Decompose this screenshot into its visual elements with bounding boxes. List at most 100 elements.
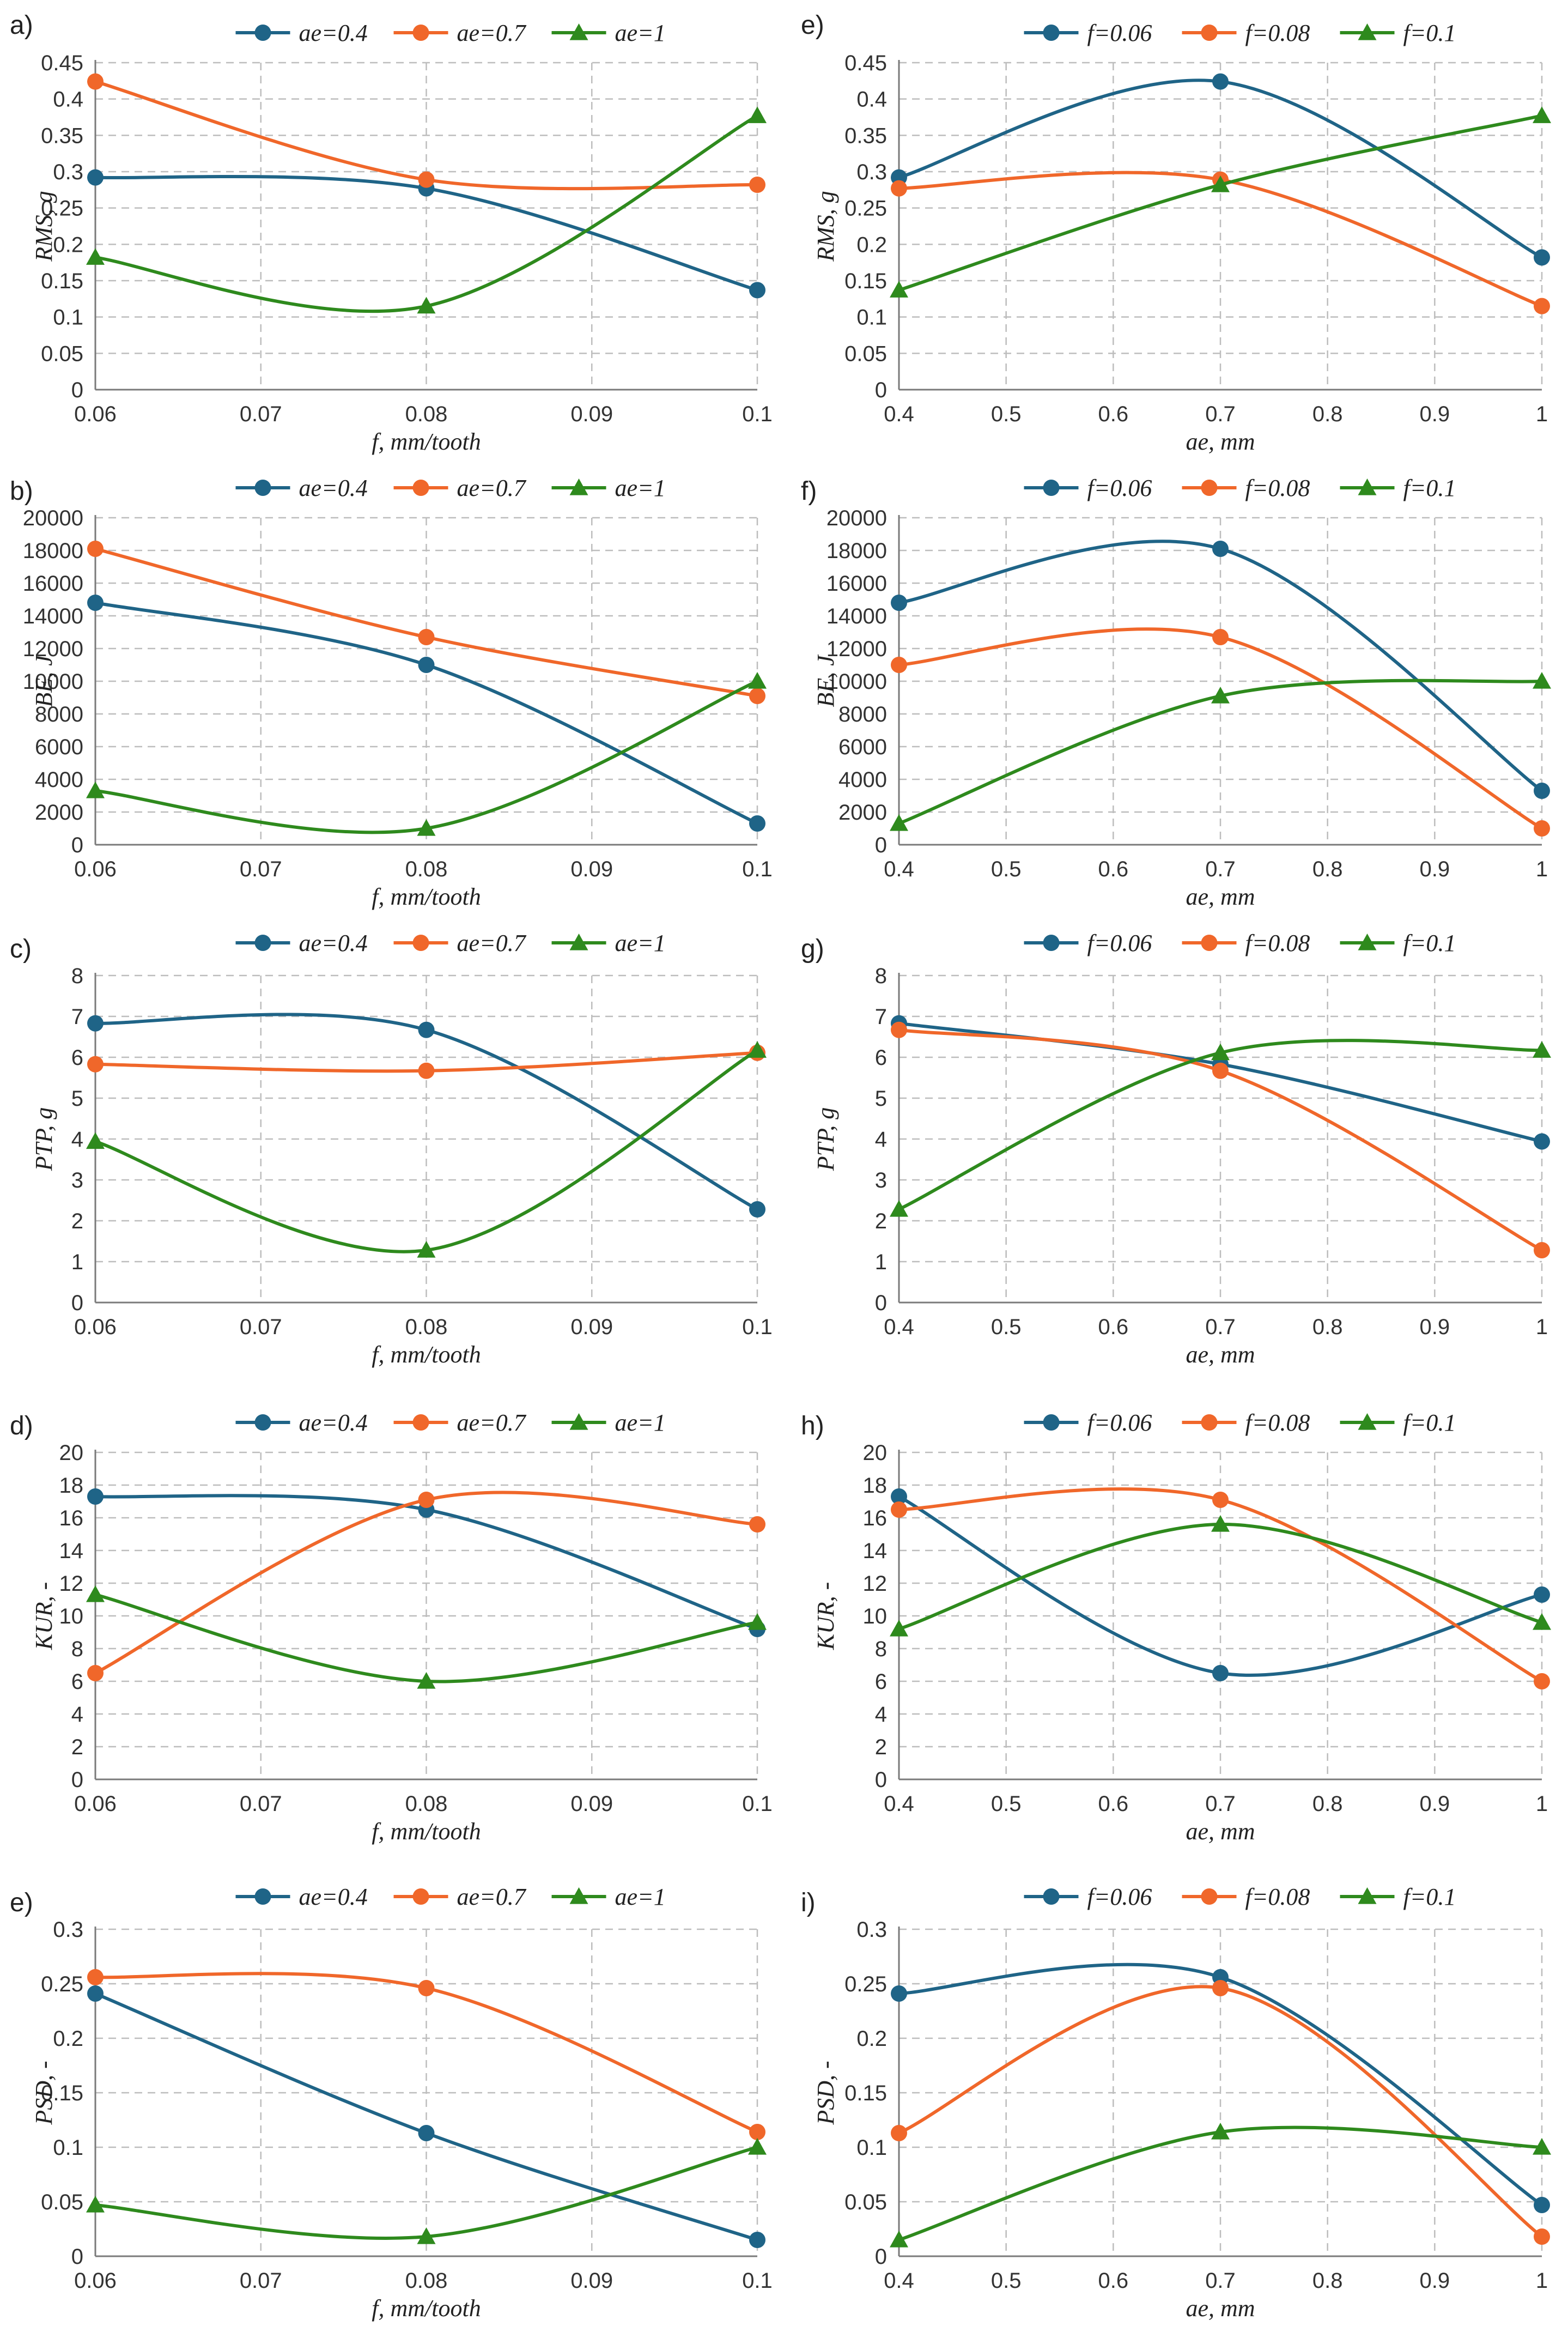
x-tick-label: 0.08 [405, 1315, 448, 1339]
y-tick-label: 0.2 [856, 233, 887, 257]
legend-label: f=0.06 [1087, 1409, 1152, 1436]
y-tick-label: 6 [875, 1046, 887, 1070]
x-tick-label: 1 [1536, 857, 1548, 881]
data-point-f=0.08 [891, 2125, 907, 2141]
legend: ae=0.4 ae=0.7 ae=1 [235, 1883, 666, 1910]
data-point-f=0.08 [1212, 1980, 1229, 1996]
x-tick-label: 0.1 [742, 1315, 773, 1339]
x-tick-label: 0.06 [74, 1792, 117, 1816]
y-tick-label: 8000 [838, 702, 887, 726]
y-tick-label: 0 [875, 2245, 887, 2269]
legend-marker-f=0.1 [1358, 23, 1377, 40]
data-point-f=0.08 [891, 1021, 907, 1038]
legend-marker-ae=0.4 [254, 480, 271, 496]
y-tick-label: 0.15 [41, 269, 83, 293]
y-axis-title: KUR, - [31, 1582, 57, 1651]
legend-label: ae=0.4 [299, 1409, 368, 1436]
data-point-f=0.08 [891, 1501, 907, 1518]
legend: f=0.06 f=0.08 f=0.1 [1024, 930, 1456, 956]
legend-marker-f=0.1 [1358, 1413, 1377, 1430]
x-tick-label: 0.9 [1420, 2269, 1450, 2293]
x-tick-label: 0.8 [1312, 2269, 1343, 2293]
data-point-f=0.06 [1534, 783, 1550, 799]
y-tick-label: 7 [875, 1005, 887, 1029]
data-point-f=0.06 [1534, 2197, 1550, 2213]
y-tick-label: 20000 [23, 506, 83, 530]
data-point-f=0.08 [891, 180, 907, 197]
legend-label: ae=0.4 [299, 930, 368, 956]
y-tick-label: 2 [71, 1735, 83, 1759]
legend-label: ae=1 [615, 1409, 666, 1436]
y-tick-label: 0.45 [844, 51, 887, 75]
legend-label: ae=0.7 [457, 930, 527, 956]
x-tick-label: 0.5 [991, 1792, 1022, 1816]
data-point-f=0.1 [1211, 687, 1230, 704]
data-point-ae=0.7 [418, 629, 435, 645]
chart-panel-b: b) 0 2000 4000 6000 8000 10000 12000 14000 16000 1… [10, 475, 773, 910]
data-point-f=0.1 [890, 1200, 908, 1217]
legend-label: ae=1 [615, 475, 666, 501]
y-tick-label: 12 [59, 1572, 84, 1596]
legend-label: ae=1 [615, 930, 666, 956]
panel-label: e) [801, 11, 824, 40]
legend-marker-ae=1 [569, 1887, 588, 1904]
data-point-f=0.1 [890, 281, 908, 298]
x-axis-title: f, mm/tooth [372, 2295, 481, 2322]
y-tick-label: 2 [875, 1735, 887, 1759]
legend-marker-f=0.1 [1358, 478, 1377, 495]
legend-label: ae=0.7 [457, 475, 527, 501]
y-tick-label: 0.05 [844, 342, 887, 366]
y-tick-label: 8 [71, 964, 83, 988]
y-tick-label: 4 [875, 1128, 887, 1152]
x-tick-label: 0.7 [1205, 1792, 1236, 1816]
legend-label: f=0.1 [1403, 930, 1456, 956]
data-point-ae=0.4 [749, 282, 765, 299]
y-tick-label: 18 [59, 1474, 84, 1498]
y-tick-label: 0 [875, 1768, 887, 1792]
legend-label: ae=0.7 [457, 20, 527, 46]
y-tick-label: 6000 [35, 735, 83, 759]
legend-marker-f=0.1 [1358, 1887, 1377, 1904]
y-tick-label: 0.15 [41, 2081, 83, 2105]
legend-marker-ae=1 [569, 1413, 588, 1430]
legend-marker-ae=1 [569, 478, 588, 495]
panel-label: b) [10, 477, 33, 506]
y-axis-title: KUR, - [812, 1582, 839, 1651]
panel-label: a) [10, 11, 33, 40]
data-point-ae=1 [417, 2227, 436, 2244]
chart-panel-h: h) 0 2 4 6 8 10 12 14 16 18 20 0.4 0.5 0.6 0.7 0.8 0.9 1 ae… [801, 1409, 1551, 1845]
y-tick-label: 5 [875, 1087, 887, 1111]
x-tick-label: 0.09 [570, 1792, 613, 1816]
y-tick-label: 8 [875, 1637, 887, 1661]
y-tick-label: 1 [71, 1250, 83, 1274]
y-axis-title: PTP, g [31, 1107, 57, 1172]
data-point-f=0.08 [891, 657, 907, 673]
data-point-f=0.06 [891, 595, 907, 611]
data-point-ae=0.4 [87, 595, 104, 611]
data-point-ae=0.4 [87, 1985, 104, 2002]
y-tick-label: 16000 [826, 572, 887, 596]
y-tick-label: 0 [71, 2245, 83, 2269]
y-axis-title: BE, J [812, 654, 839, 707]
y-tick-label: 0.2 [53, 233, 83, 257]
data-point-f=0.06 [1212, 1665, 1229, 1681]
y-tick-label: 0.35 [844, 124, 887, 148]
data-point-ae=0.4 [87, 1488, 104, 1505]
x-tick-label: 0.4 [884, 1315, 914, 1339]
legend-marker-ae=0.7 [412, 1414, 429, 1431]
data-point-f=0.1 [1533, 2138, 1551, 2155]
x-tick-label: 0.08 [405, 402, 448, 426]
y-tick-label: 7 [71, 1005, 83, 1029]
data-point-ae=1 [417, 1672, 436, 1689]
x-tick-label: 0.4 [884, 402, 914, 426]
data-point-ae=1 [748, 1613, 767, 1630]
y-axis-title: PTP, g [812, 1107, 839, 1172]
legend-label: ae=1 [615, 1883, 666, 1910]
x-tick-label: 0.1 [742, 2269, 773, 2293]
legend-label: ae=0.7 [457, 1409, 527, 1436]
legend-label: ae=1 [615, 20, 666, 46]
y-tick-label: 0.1 [856, 2136, 887, 2160]
data-point-ae=0.7 [418, 1492, 435, 1508]
y-tick-label: 0 [875, 833, 887, 857]
